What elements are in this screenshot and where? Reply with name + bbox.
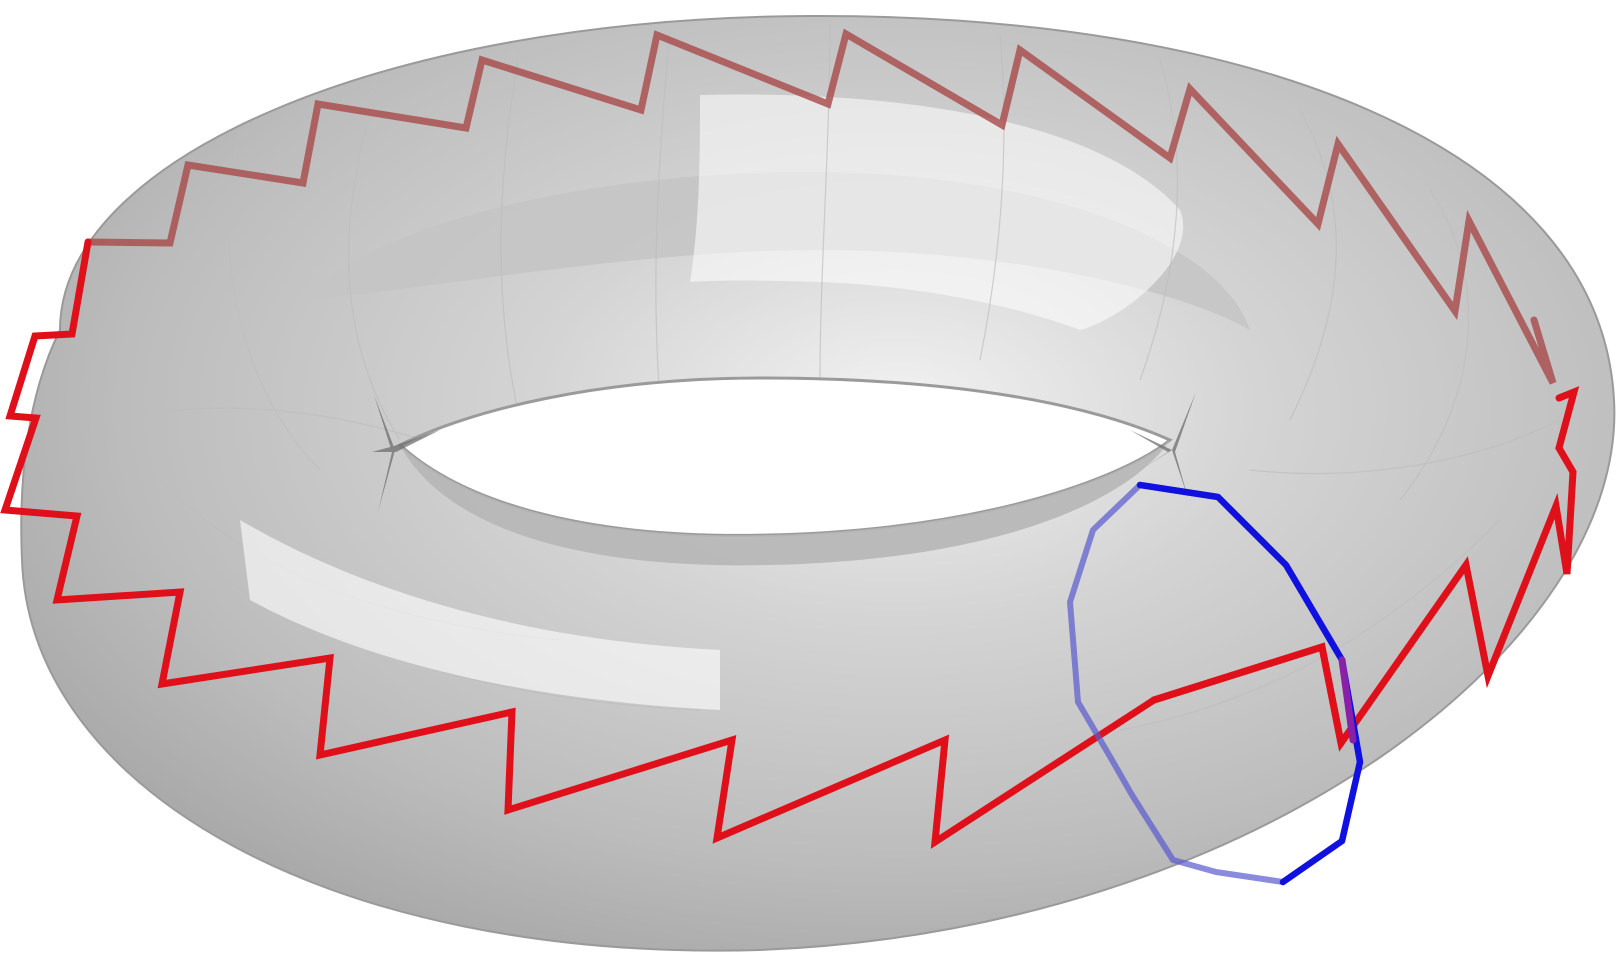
zigzag-curve-over-meridian bbox=[1150, 642, 1345, 747]
torus-highlight-band bbox=[690, 94, 1184, 330]
torus-front-highlight bbox=[240, 520, 720, 710]
zigzag-curve-back bbox=[84, 28, 1557, 385]
torus-facets bbox=[109, 23, 1561, 731]
torus-lower-rim bbox=[400, 440, 1170, 566]
meridian-circle-back bbox=[1067, 482, 1286, 885]
zigzag-curve-front bbox=[0, 238, 1580, 849]
curve-intersection bbox=[1338, 656, 1357, 744]
hole-pinch-marks bbox=[372, 392, 1196, 512]
